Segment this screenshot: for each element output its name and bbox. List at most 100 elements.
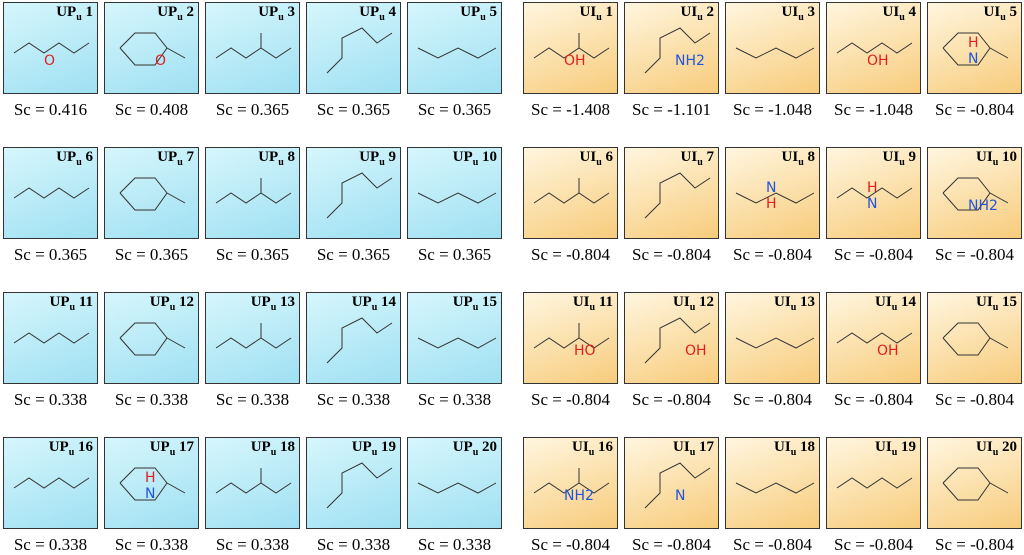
bond <box>417 192 497 204</box>
score: Sc = 0.365 <box>303 100 404 120</box>
label-number: 10 <box>482 149 497 165</box>
score: Sc = 0.365 <box>303 245 404 265</box>
score-prefix: Sc = <box>530 390 567 409</box>
bond <box>533 468 610 494</box>
label-prefix: UP <box>452 294 473 310</box>
score: Sc = -0.804 <box>621 390 722 410</box>
bond <box>644 27 711 74</box>
score: Sc = 0.365 <box>0 245 101 265</box>
structure <box>533 178 610 204</box>
label-subscript: u <box>992 157 999 168</box>
structure <box>644 462 711 509</box>
label-number: 9 <box>388 149 397 165</box>
label-number: 13 <box>280 294 295 310</box>
fragment-tile: UPu 9 <box>306 147 401 239</box>
label-subscript: u <box>798 12 804 23</box>
score-prefix: Sc = <box>417 535 453 554</box>
label-number: 20 <box>1002 439 1017 455</box>
bond <box>644 462 711 509</box>
bond <box>533 33 610 59</box>
bond <box>326 172 393 219</box>
label-subscript: u <box>697 12 703 23</box>
label-prefix: UI <box>882 149 900 165</box>
score: Sc = -1.101 <box>621 100 722 120</box>
label-number: 8 <box>807 149 816 165</box>
score-prefix: Sc = <box>316 245 352 264</box>
fragment-label: UIu 6 <box>580 149 613 168</box>
fragment-tile: O UPu 2 <box>104 2 199 94</box>
score-prefix: Sc = <box>215 245 251 264</box>
label-prefix: UP <box>56 4 77 20</box>
label-subscript: u <box>596 12 602 23</box>
label-subscript: u <box>371 447 378 458</box>
bond <box>533 178 610 204</box>
label-number: 16 <box>78 439 93 455</box>
fragment-tile: NH2 UIu 2 <box>624 2 719 94</box>
fragment-tile: OH UIu 12 <box>624 292 719 384</box>
atom-label: H <box>145 470 156 486</box>
score-value: -0.804 <box>667 245 711 264</box>
label-prefix: UP <box>250 439 271 455</box>
label-number: 14 <box>381 294 396 310</box>
score-prefix: Sc = <box>316 535 352 554</box>
label-prefix: UP <box>351 294 372 310</box>
label-prefix: UI <box>680 4 698 20</box>
bond <box>215 323 292 349</box>
fragment-label: UIu 18 <box>774 439 815 458</box>
structure <box>215 33 292 59</box>
score: Sc = -0.804 <box>823 245 924 265</box>
label-number: 12 <box>699 294 714 310</box>
label-number: 1 <box>605 4 614 20</box>
label-prefix: UI <box>882 4 900 20</box>
fragment-label: UPu 12 <box>150 294 194 313</box>
label-prefix: UI <box>774 439 791 455</box>
fragment-label: UPu 5 <box>460 4 497 23</box>
score-value: -1.408 <box>566 100 610 119</box>
fragment-tile: UIu 6 <box>523 147 618 239</box>
label-prefix: UI <box>579 149 597 165</box>
bond <box>942 32 1009 66</box>
score: Sc = -0.804 <box>722 390 823 410</box>
label-prefix: UI <box>680 149 698 165</box>
score: Sc = -1.408 <box>520 100 621 120</box>
atom-label: NH2 <box>968 198 998 214</box>
structure <box>942 322 1009 356</box>
bond <box>735 47 815 59</box>
label-number: 19 <box>901 439 916 455</box>
fragment-label: UIu 16 <box>572 439 613 458</box>
score-prefix: Sc = <box>631 390 668 409</box>
score: Sc = -0.804 <box>520 390 621 410</box>
label-number: 18 <box>800 439 815 455</box>
label-number: 11 <box>598 294 613 310</box>
fragment-label: UIu 2 <box>681 4 714 23</box>
label-number: 9 <box>908 149 917 165</box>
label-subscript: u <box>790 302 797 313</box>
score-value: 0.365 <box>149 245 189 264</box>
label-subscript: u <box>798 157 804 168</box>
score-prefix: Sc = <box>316 390 352 409</box>
fragment-label: UPu 10 <box>453 149 497 168</box>
score: Sc = 0.338 <box>202 535 303 555</box>
structure <box>215 468 292 494</box>
label-subscript: u <box>472 302 479 313</box>
fragment-tile: UIu 18 <box>725 437 820 529</box>
label-number: 7 <box>706 149 715 165</box>
fragment-tile: UIu 15 <box>927 292 1022 384</box>
label-prefix: UI <box>673 294 690 310</box>
structure <box>942 177 1009 211</box>
fragment-tile: OH UIu 1 <box>523 2 618 94</box>
structure <box>326 317 393 364</box>
bond <box>735 192 815 204</box>
score-value: -1.101 <box>667 100 711 119</box>
atom-label: OH <box>685 343 707 359</box>
fragment-label: UPu 2 <box>157 4 194 23</box>
score-value: -0.804 <box>768 535 812 554</box>
score-prefix: Sc = <box>833 100 870 119</box>
score: Sc = 0.338 <box>404 535 505 555</box>
structure <box>215 178 292 204</box>
score-value: 0.365 <box>48 245 88 264</box>
score: Sc = 0.338 <box>101 390 202 410</box>
score-prefix: Sc = <box>631 245 668 264</box>
score-prefix: Sc = <box>934 390 971 409</box>
fragment-tile: UPu 14 <box>306 292 401 384</box>
